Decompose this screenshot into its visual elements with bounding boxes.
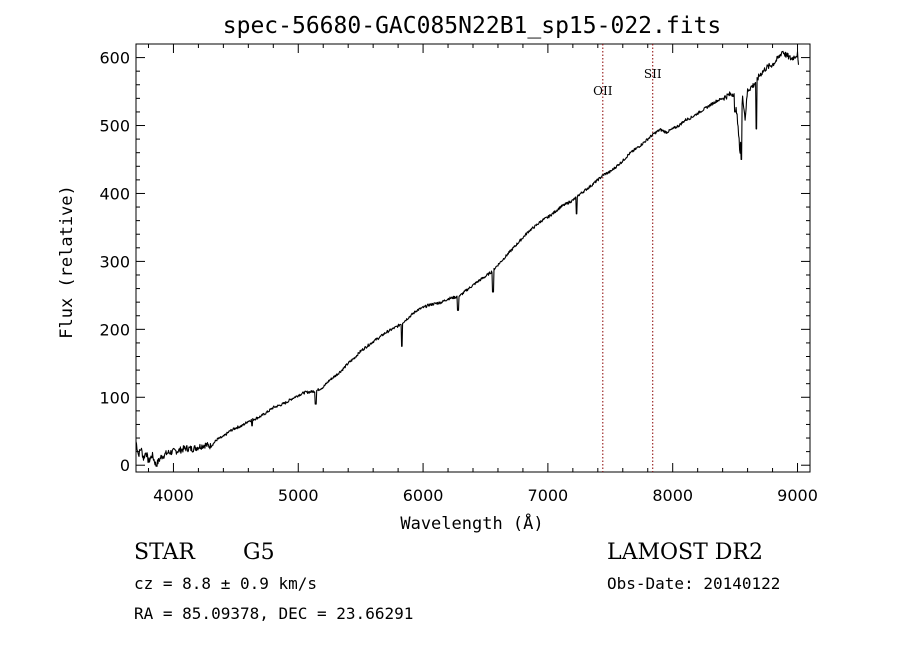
y-tick-label-400: 400 [99, 184, 130, 203]
line-marker-label-SII: SII [644, 67, 662, 81]
survey-name: LAMOST DR2 [607, 540, 763, 565]
plot-frame [135, 43, 811, 473]
y-tick-label-500: 500 [99, 117, 130, 136]
coordinates-text: RA = 85.09378, DEC = 23.66291 [134, 604, 414, 623]
line-marker-label-OII: OII [593, 84, 613, 98]
obs-date-text: Obs-Date: 20140122 [607, 574, 781, 593]
x-tick-label-5000: 5000 [278, 486, 319, 505]
chart-title: spec-56680-GAC085N22B1_sp15-022.fits [223, 13, 722, 39]
x-axis-label: Wavelength (Å) [400, 512, 543, 534]
redshift-text: cz = 8.8 ± 0.9 km/s [134, 574, 318, 593]
y-tick-label-600: 600 [99, 49, 130, 68]
object-subclass: G5 [243, 540, 275, 565]
y-tick-label-100: 100 [99, 388, 130, 407]
x-tick-label-4000: 4000 [153, 486, 194, 505]
x-tick-label-9000: 9000 [777, 486, 818, 505]
y-tick-label-200: 200 [99, 320, 130, 339]
x-tick-label-6000: 6000 [403, 486, 444, 505]
y-tick-label-300: 300 [99, 252, 130, 271]
plot-area: 4000 5000 6000 7000 8000 9000 0 100 200 300 400 500… [99, 43, 818, 505]
x-tick-label-8000: 8000 [652, 486, 693, 505]
x-tick-label-7000: 7000 [528, 486, 569, 505]
spectrum-line [135, 50, 800, 467]
y-tick-label-0: 0 [120, 456, 130, 475]
y-axis-label: Flux (relative) [57, 185, 77, 339]
object-class: STAR [134, 540, 195, 565]
